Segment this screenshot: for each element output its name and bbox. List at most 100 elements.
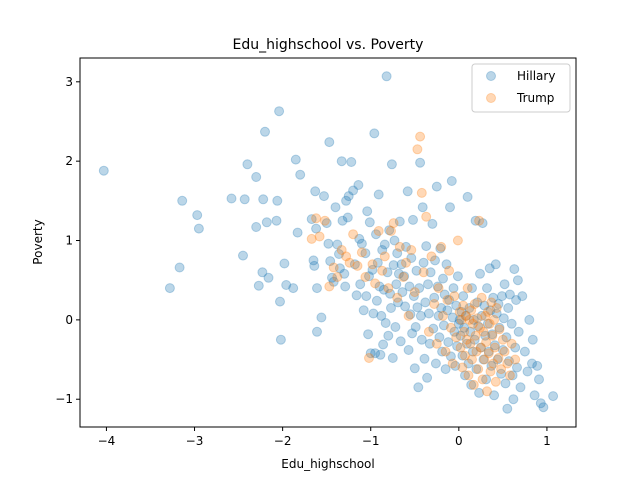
data-point-hillary-210 <box>492 354 503 365</box>
data-point-hillary-198 <box>482 283 492 294</box>
data-point-trump-29 <box>409 287 420 298</box>
data-point-trump-41 <box>438 310 448 321</box>
data-point-trump-68 <box>470 330 481 341</box>
data-point-hillary-233 <box>515 382 526 393</box>
data-point-hillary-211 <box>493 299 504 309</box>
data-point-hillary-182 <box>467 346 478 357</box>
data-point-hillary-168 <box>455 330 466 341</box>
data-point-hillary-57 <box>349 259 360 270</box>
data-point-hillary-163 <box>451 300 462 311</box>
data-point-trump-67 <box>469 299 480 309</box>
data-point-hillary-54 <box>343 191 354 202</box>
data-point-hillary-10 <box>251 172 262 182</box>
data-point-hillary-6 <box>226 193 237 204</box>
data-point-hillary-231 <box>512 275 523 286</box>
data-point-hillary-58 <box>351 290 362 301</box>
data-point-hillary-242 <box>538 402 549 413</box>
data-point-hillary-194 <box>478 354 489 365</box>
data-point-hillary-199 <box>482 318 493 329</box>
y-axis: −1 0 1 2 3 <box>55 75 80 406</box>
data-point-trump-88 <box>488 358 499 369</box>
data-point-trump-0 <box>306 233 317 244</box>
data-point-hillary-235 <box>519 346 530 357</box>
data-point-hillary-175 <box>461 338 472 349</box>
data-point-hillary-204 <box>487 329 498 340</box>
data-point-trump-95 <box>496 364 507 375</box>
data-point-hillary-152 <box>441 259 452 270</box>
data-point-trump-57 <box>460 310 471 321</box>
data-point-hillary-65 <box>361 291 372 302</box>
series-hillary <box>98 71 559 414</box>
data-point-hillary-170 <box>457 350 468 361</box>
data-point-hillary-183 <box>468 314 479 325</box>
data-point-trump-77 <box>478 326 489 337</box>
data-point-hillary-112 <box>405 309 416 320</box>
data-point-hillary-140 <box>430 358 441 369</box>
data-point-hillary-115 <box>408 214 418 225</box>
data-point-hillary-98 <box>391 279 402 290</box>
data-point-hillary-82 <box>377 245 388 255</box>
data-point-hillary-142 <box>432 281 443 292</box>
data-point-hillary-14 <box>260 126 270 137</box>
data-point-hillary-53 <box>342 212 353 223</box>
data-point-trump-81 <box>482 386 492 397</box>
data-point-hillary-13 <box>258 194 269 205</box>
data-point-trump-21 <box>386 226 396 236</box>
data-point-hillary-19 <box>272 195 283 206</box>
data-point-hillary-1 <box>164 283 175 294</box>
data-point-hillary-107 <box>400 301 411 312</box>
data-point-trump-84 <box>484 318 495 329</box>
data-point-hillary-95 <box>388 260 399 271</box>
data-point-hillary-188 <box>473 321 484 332</box>
data-point-trump-40 <box>436 241 447 252</box>
data-point-hillary-90 <box>384 225 395 236</box>
data-point-trump-31 <box>415 131 426 142</box>
data-point-hillary-126 <box>417 202 428 213</box>
data-point-hillary-206 <box>489 390 500 401</box>
data-point-hillary-44 <box>330 202 341 213</box>
data-point-trump-56 <box>460 350 470 361</box>
data-point-hillary-215 <box>497 345 508 355</box>
data-point-trump-18 <box>377 265 388 276</box>
data-point-hillary-160 <box>448 283 459 294</box>
data-point-hillary-174 <box>460 310 471 321</box>
data-point-hillary-34 <box>312 283 322 294</box>
data-point-trump-69 <box>471 346 482 357</box>
data-point-hillary-89 <box>383 330 394 341</box>
data-point-hillary-166 <box>453 318 464 329</box>
data-point-trump-24 <box>394 241 405 252</box>
data-point-hillary-132 <box>423 279 433 290</box>
data-point-hillary-73 <box>369 128 380 139</box>
data-point-trump-74 <box>475 342 486 353</box>
data-point-hillary-49 <box>337 215 348 226</box>
data-point-hillary-197 <box>481 374 492 385</box>
data-point-trump-101 <box>510 354 521 365</box>
x-tick-label: 1 <box>543 434 551 448</box>
data-point-hillary-169 <box>456 306 467 317</box>
x-axis-label: Edu_highschool <box>281 457 374 471</box>
chart-title: Edu_highschool vs. Poverty <box>233 37 424 53</box>
data-point-hillary-81 <box>376 310 387 321</box>
data-point-trump-12 <box>356 247 367 258</box>
data-point-hillary-59 <box>353 180 364 190</box>
data-point-hillary-72 <box>368 308 379 319</box>
data-point-trump-87 <box>487 330 498 341</box>
data-point-hillary-135 <box>425 267 436 278</box>
data-point-trump-5 <box>328 262 339 273</box>
data-point-hillary-209 <box>491 308 502 319</box>
data-point-trump-72 <box>474 215 485 226</box>
data-point-hillary-108 <box>401 241 411 252</box>
data-point-hillary-133 <box>423 308 434 319</box>
data-point-hillary-75 <box>371 229 381 240</box>
data-point-trump-11 <box>352 260 363 271</box>
data-point-hillary-24 <box>281 280 292 290</box>
data-point-trump-70 <box>472 313 483 324</box>
data-point-hillary-190 <box>475 268 485 279</box>
data-point-trump-91 <box>490 376 501 387</box>
data-point-hillary-110 <box>403 345 414 355</box>
data-point-hillary-200 <box>483 346 494 357</box>
data-point-hillary-245 <box>527 334 538 345</box>
data-point-hillary-164 <box>452 341 463 352</box>
data-point-hillary-172 <box>459 322 470 333</box>
data-point-trump-50 <box>454 306 465 317</box>
